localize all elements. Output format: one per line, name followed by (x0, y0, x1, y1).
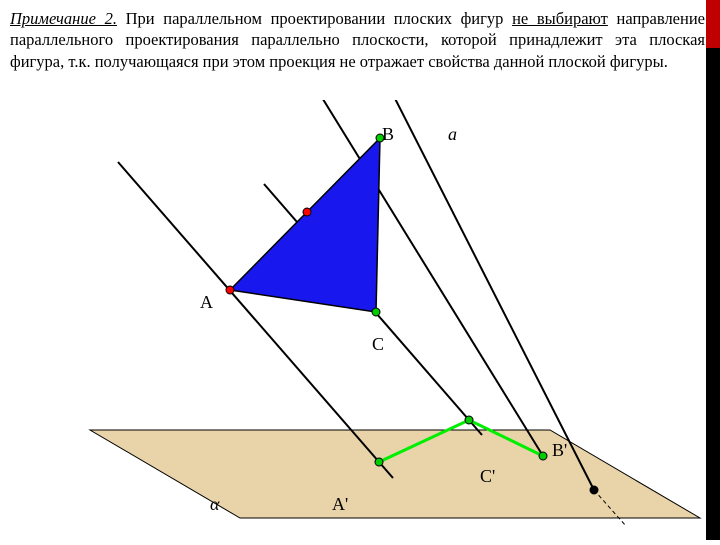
accent-bar-red (706, 0, 720, 48)
label-Ap: A' (332, 494, 348, 515)
diagram: A B C a A' B' C' α (0, 100, 706, 540)
label-Bp: B' (552, 440, 567, 461)
label-A: A (200, 292, 213, 313)
label-B: B (382, 124, 394, 145)
accent-bar-black (706, 48, 720, 540)
label-alpha: α (210, 494, 219, 515)
note-emph: не выбирают (512, 9, 608, 28)
label-a: a (448, 124, 457, 145)
note-prefix: Примечание 2. (10, 9, 117, 28)
label-Cp: C' (480, 466, 495, 487)
note-body-1: При параллельном проектировании плоских … (117, 9, 512, 28)
diagram-svg (0, 100, 706, 540)
note-text: Примечание 2. При параллельном проектиро… (10, 8, 705, 72)
label-C: C (372, 334, 384, 355)
